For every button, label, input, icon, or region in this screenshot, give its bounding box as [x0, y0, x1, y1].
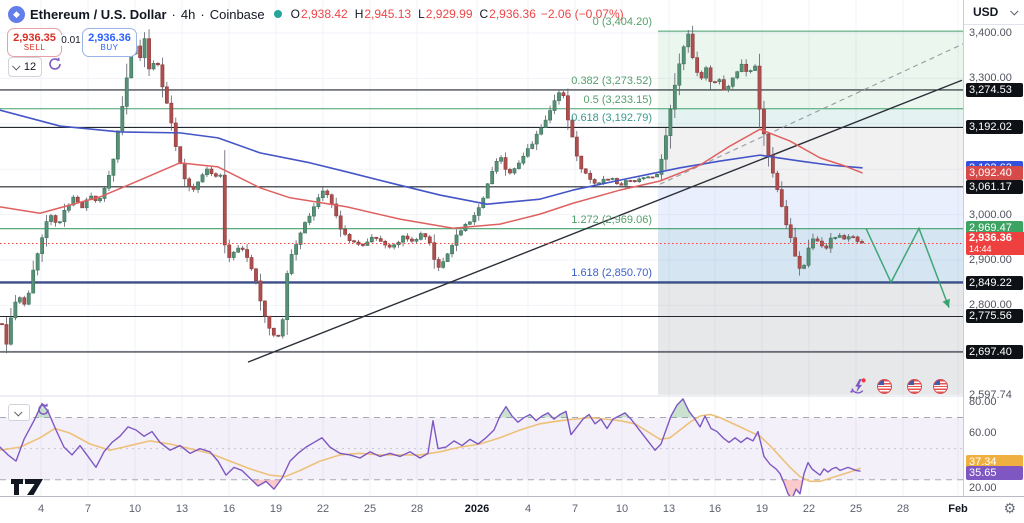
- time-axis-tick: 22: [802, 503, 816, 515]
- time-axis-tick: 7: [84, 503, 92, 515]
- price-label: 3,274.53: [966, 82, 1023, 97]
- price-label: 3,092.40: [966, 165, 1023, 180]
- price-label: 2,900.00: [969, 254, 1012, 266]
- time-axis-tick: 16: [222, 503, 236, 515]
- currency-unit-button[interactable]: USD: [964, 0, 1024, 25]
- flash-icon[interactable]: [849, 377, 867, 400]
- interval-button[interactable]: 4h: [180, 6, 196, 22]
- exchange-label[interactable]: Coinbase: [209, 6, 265, 22]
- bars-count-dropdown[interactable]: 12: [8, 57, 42, 77]
- spread-value: 0.01: [59, 35, 83, 46]
- current-price-label: 2,936.36 14:44: [966, 232, 1024, 256]
- time-axis[interactable]: 4 7 10 13 16 19 22 25 28 2026 4 7 10 13 16 19 22 25 28 Feb …: [0, 496, 1024, 523]
- rsi-scale-tick: 80.00: [969, 396, 997, 408]
- price-change: −2.06 (−0.07%): [540, 7, 624, 21]
- tradingview-logo-icon[interactable]: [10, 477, 46, 502]
- rsi-collapse-dropdown[interactable]: [8, 404, 30, 421]
- symbol-row: ◆ Ethereum / U.S. Dollar · 4h · Coinbase…: [8, 5, 624, 23]
- separator: ·: [171, 6, 176, 22]
- rsi-scale-tick: 60.00: [969, 427, 997, 440]
- market-status-icon[interactable]: [273, 10, 282, 18]
- price-label: 2,597.74: [969, 388, 1012, 401]
- time-axis-tick: 22: [316, 503, 330, 515]
- rsi-value-label: 35.65: [966, 465, 1023, 480]
- time-axis-tick: Feb: [948, 503, 968, 515]
- time-axis-tick: 25: [849, 503, 863, 515]
- time-axis-tick: 28: [896, 503, 910, 515]
- price-label: 3,400.00: [969, 27, 1012, 39]
- time-axis-tick: 25: [363, 503, 377, 515]
- us-flag-event-icon[interactable]: [932, 378, 948, 394]
- time-axis-tick: 28: [410, 503, 424, 515]
- buy-button[interactable]: 2,936.36 BUY: [82, 28, 137, 57]
- price-label: 3,192.02: [966, 120, 1023, 135]
- us-flag-event-icon[interactable]: [876, 378, 892, 394]
- time-axis-tick: 16: [708, 503, 722, 515]
- chevron-down-icon: [11, 62, 21, 71]
- time-axis-tick: 7: [571, 503, 579, 515]
- price-label: 2,800.00: [969, 299, 1012, 312]
- refresh-icon[interactable]: [47, 56, 63, 77]
- rsi-scale-tick: 20.00: [969, 482, 997, 494]
- chevron-down-icon: [1010, 7, 1019, 16]
- price-label: 2,697.40: [966, 344, 1023, 359]
- us-flag-event-icon[interactable]: [906, 378, 922, 394]
- separator: ·: [200, 6, 205, 22]
- symbol-title[interactable]: Ethereum / U.S. Dollar: [30, 6, 167, 22]
- sell-button[interactable]: 2,936.35 SELL: [7, 28, 62, 57]
- time-axis-tick: 10: [615, 503, 629, 515]
- eth-logo-icon: ◆: [8, 5, 25, 23]
- price-label: 3,000.00: [969, 208, 1012, 221]
- chevron-down-icon: [14, 407, 23, 417]
- price-label: 2,849.22: [966, 276, 1023, 291]
- time-axis-tick: 19: [755, 503, 769, 515]
- time-axis-tick: 10: [128, 503, 142, 515]
- price-label: 2,969.47: [966, 221, 1023, 236]
- price-label: 3,300.00: [969, 72, 1012, 85]
- price-label: 3,061.17: [966, 179, 1023, 194]
- price-scale[interactable]: USD 3,400.003,300.003,274.533,192.023,10…: [963, 0, 1024, 496]
- time-axis-tick: 19: [269, 503, 283, 515]
- time-axis-tick: 4: [37, 503, 45, 515]
- ohlc-values: O2,938.42 H2,945.13 L2,929.99 C2,936.36: [290, 7, 536, 21]
- time-axis-tick: 4: [524, 503, 532, 515]
- rsi-refresh-icon[interactable]: [36, 402, 51, 422]
- time-axis-tick: 13: [175, 503, 189, 515]
- settings-gear-icon[interactable]: ⚙: [1003, 501, 1016, 517]
- time-axis-tick: 2026: [464, 503, 490, 515]
- rsi-value-label: 37.34: [966, 454, 1023, 469]
- time-axis-tick: 13: [662, 503, 676, 515]
- price-label: 2,775.56: [966, 309, 1023, 324]
